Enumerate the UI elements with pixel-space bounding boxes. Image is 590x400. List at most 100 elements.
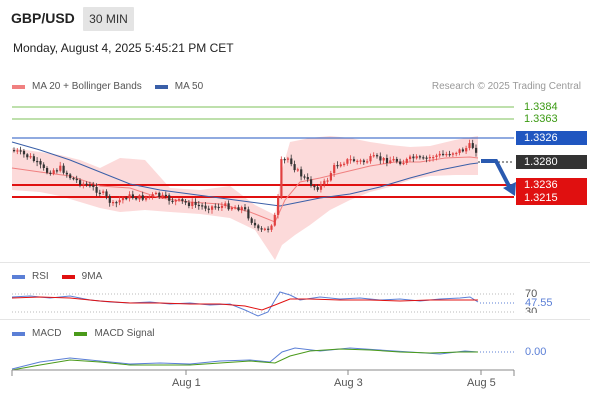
- timeframe-badge[interactable]: 30 MIN: [83, 7, 134, 31]
- candle-body: [257, 225, 260, 229]
- candle-body: [372, 155, 375, 157]
- legend-label-ma50: MA 50: [174, 81, 204, 92]
- candle-body: [445, 153, 448, 156]
- legend-item-ma20: MA 20 + Bollinger Bands: [12, 81, 142, 92]
- candle-body: [131, 194, 134, 198]
- candle-body: [85, 183, 88, 185]
- candle-body: [171, 200, 174, 202]
- candle-body: [22, 150, 26, 155]
- legend-label-rsi: RSI: [32, 271, 49, 282]
- candle-body: [55, 170, 59, 172]
- chart-datetime: Monday, August 4, 2025 5:45:21 PM CET: [13, 41, 234, 55]
- candle-body: [105, 191, 108, 197]
- candle-body: [82, 183, 85, 185]
- candlesticks: [13, 139, 478, 233]
- candle-body: [36, 160, 39, 163]
- candle-body: [181, 199, 184, 202]
- candle-body: [435, 155, 438, 158]
- candle-body: [343, 163, 346, 165]
- x-label-aug3: Aug 3: [334, 377, 363, 389]
- candle-body: [230, 207, 233, 210]
- candle-body: [145, 196, 148, 200]
- candle-body: [402, 162, 405, 165]
- candle-body: [379, 156, 382, 161]
- candle-body: [409, 156, 412, 159]
- candle-body: [461, 149, 464, 152]
- candle-body: [16, 150, 19, 152]
- candle-body: [329, 173, 332, 181]
- candle-body: [313, 185, 316, 188]
- legend-label-ma20: MA 20 + Bollinger Bands: [32, 81, 142, 92]
- legend-swatch-ma20: [12, 84, 25, 89]
- candle-body: [92, 185, 95, 187]
- candle-body: [187, 202, 191, 207]
- candle-body: [362, 160, 365, 163]
- legend-swatch-macd: [12, 331, 25, 336]
- candle-body: [62, 165, 65, 173]
- candle-body: [475, 147, 478, 153]
- candle-body: [125, 197, 128, 200]
- candle-body: [286, 158, 290, 160]
- legend-swatch-ma50: [154, 84, 168, 89]
- candle-body: [26, 154, 29, 158]
- panel-divider-rsi: [0, 262, 590, 263]
- candle-body: [418, 156, 422, 158]
- candle-body: [316, 187, 319, 190]
- candle-body: [425, 157, 428, 159]
- legend-label-9ma: 9MA: [81, 271, 103, 282]
- candle-body: [359, 160, 362, 162]
- forecast-arrowhead: [503, 182, 516, 196]
- x-label-aug5: Aug 5: [467, 377, 496, 389]
- candle-body: [277, 197, 280, 215]
- candle-body: [201, 205, 204, 207]
- rsi-level-70: 70: [525, 288, 538, 300]
- candle-body: [451, 153, 455, 155]
- candle-body: [399, 161, 402, 165]
- candle-body: [326, 180, 329, 182]
- main-legend: MA 20 + Bollinger Bands MA 50: [12, 81, 216, 92]
- candle-body: [319, 184, 323, 190]
- candle-body: [13, 150, 16, 152]
- candle-body: [310, 179, 313, 186]
- candle-body: [263, 228, 266, 230]
- candle-body: [240, 207, 243, 211]
- ma20-line: [11, 156, 479, 223]
- macd-line: [11, 347, 479, 370]
- candle-body: [346, 159, 349, 164]
- candle-body: [448, 153, 451, 156]
- candle-body: [151, 194, 154, 197]
- candle-body: [95, 186, 98, 193]
- candle-body: [253, 222, 257, 226]
- macd-value: 0.00: [525, 346, 547, 358]
- candle-body: [118, 200, 121, 203]
- candle-body: [194, 201, 197, 205]
- candle-body: [75, 178, 78, 181]
- candle-body: [244, 207, 247, 210]
- candle-body: [184, 201, 187, 203]
- candle-body: [32, 156, 35, 161]
- candle-body: [217, 206, 220, 209]
- candle-body: [250, 218, 253, 223]
- candle-body: [174, 200, 177, 202]
- price-label-r2: 1.3384: [524, 101, 558, 113]
- candle-body: [376, 155, 379, 157]
- candle-body: [52, 170, 55, 174]
- forecast-arrow: [481, 159, 512, 189]
- legend-swatch-macd-signal: [74, 331, 88, 336]
- candle-body: [412, 156, 415, 159]
- candle-body: [138, 195, 141, 200]
- candle-body: [234, 207, 237, 209]
- candle-body: [247, 209, 250, 219]
- candle-body: [29, 156, 32, 158]
- candle-body: [214, 206, 217, 208]
- candle-body: [333, 165, 336, 174]
- candle-body: [369, 156, 372, 162]
- candle-body: [273, 214, 276, 226]
- legend-swatch-rsi: [12, 274, 25, 279]
- candle-body: [382, 158, 385, 161]
- candle-body: [270, 225, 273, 230]
- candle-body: [389, 160, 392, 163]
- candle-body: [428, 157, 431, 159]
- candle-body: [392, 158, 395, 161]
- panel-divider-macd: [0, 319, 590, 320]
